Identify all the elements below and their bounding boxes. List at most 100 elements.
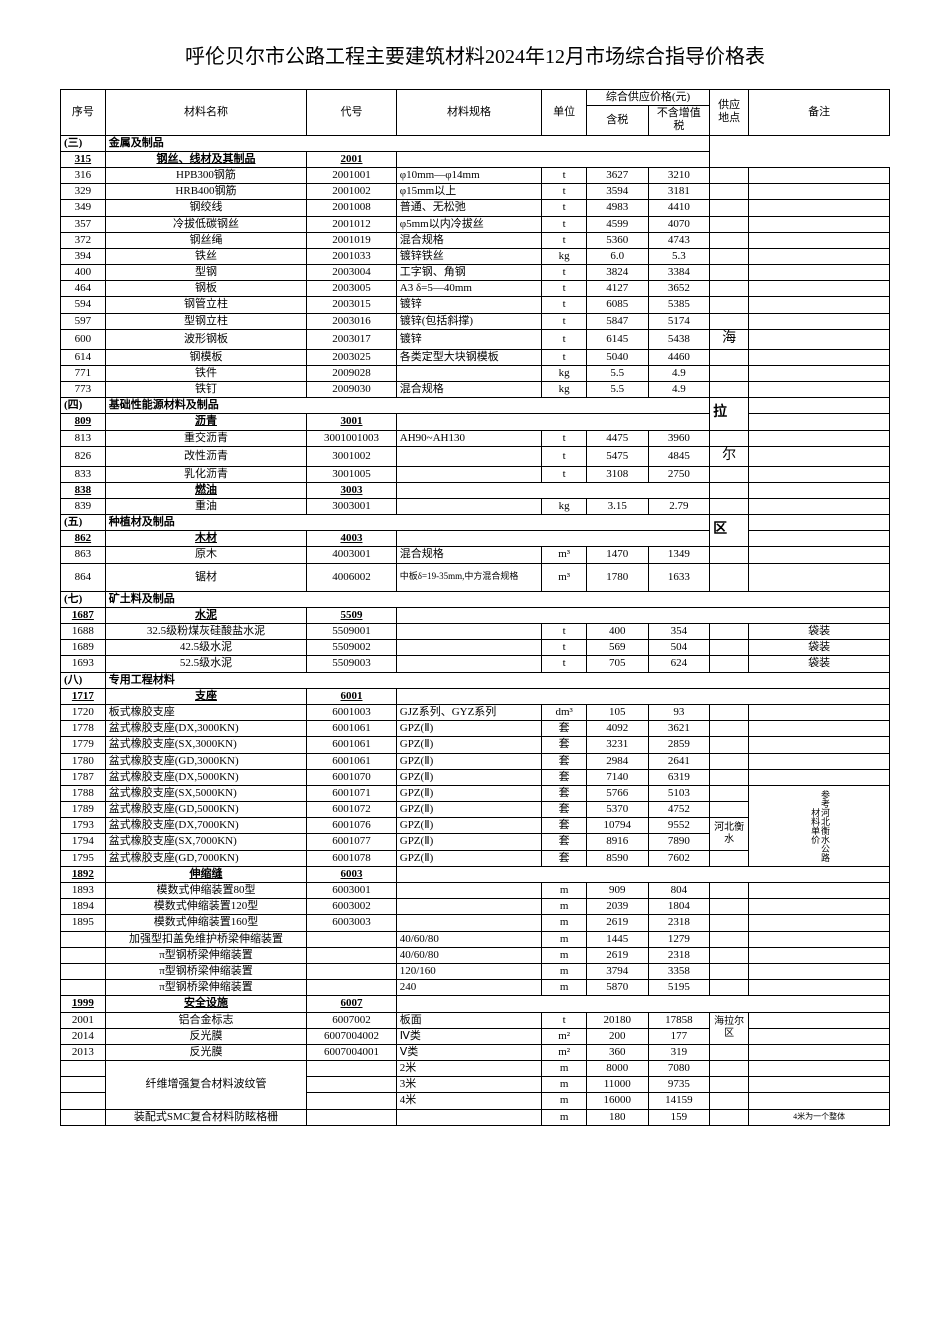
- row-remark: [749, 1093, 890, 1109]
- row-name: 32.5级粉煤灰硅酸盐水泥: [105, 624, 306, 640]
- row-spec: [396, 624, 541, 640]
- row-name: 改性沥青: [105, 446, 306, 466]
- row-unit: kg: [542, 498, 587, 514]
- section-title: 基础性能源材料及制品: [105, 398, 709, 414]
- row-tax: 10794: [587, 818, 649, 834]
- location-empty: [710, 721, 749, 737]
- row-code: 2003004: [307, 265, 397, 281]
- row-code: 6003002: [307, 899, 397, 915]
- row-code: 2009030: [307, 381, 397, 397]
- row-spec: 镀锌: [396, 329, 541, 349]
- data-row: 614钢模板2003025各类定型大块钢模板t50404460: [61, 349, 890, 365]
- row-unit: t: [542, 297, 587, 313]
- row-unit: 套: [542, 769, 587, 785]
- remark-empty: [749, 947, 890, 963]
- row-unit: 套: [542, 818, 587, 834]
- sub-name: 伸缩缝: [105, 866, 306, 882]
- sub-code: 3003: [307, 482, 397, 498]
- row-unit: t: [542, 184, 587, 200]
- row-code: 6001061: [307, 737, 397, 753]
- data-row: 597型钢立柱2003016镀锌(包括斜撑)t58475174: [61, 313, 890, 329]
- row-tax: 3.15: [587, 498, 649, 514]
- remark-empty: [749, 232, 890, 248]
- row-spec: [396, 1109, 541, 1125]
- row-name: 反光膜: [105, 1044, 306, 1060]
- row-seq: 2013: [61, 1044, 106, 1060]
- data-row: 773铁钉2009030混合规格kg5.54.9: [61, 381, 890, 397]
- row-unit: t: [542, 624, 587, 640]
- row-code: 4006002: [307, 563, 397, 591]
- row-seq: [61, 1077, 106, 1093]
- remark-empty: [749, 737, 890, 753]
- row-unit: t: [542, 232, 587, 248]
- row-tax: 5475: [587, 446, 649, 466]
- row-code: 6001076: [307, 818, 397, 834]
- row-tax: 5870: [587, 980, 649, 996]
- row-spec: [396, 365, 541, 381]
- remark-empty: [749, 313, 890, 329]
- row-unit: t: [542, 640, 587, 656]
- data-row: 168942.5级水泥5509002t569504袋装: [61, 640, 890, 656]
- row-tax: 6085: [587, 297, 649, 313]
- row-spec: 混合规格: [396, 547, 541, 563]
- row-code: 6001077: [307, 834, 397, 850]
- row-spec: GPZ(Ⅱ): [396, 721, 541, 737]
- row-notax: 4752: [648, 802, 710, 818]
- header-row-1: 序号 材料名称 代号 材料规格 单位 综合供应价格(元) 供应地点 备注: [61, 90, 890, 106]
- row-name: 型钢: [105, 265, 306, 281]
- row-seq: 1778: [61, 721, 106, 737]
- row-name: HRB400钢筋: [105, 184, 306, 200]
- sub-code: 5509: [307, 607, 397, 623]
- row-notax: 4.9: [648, 381, 710, 397]
- location-empty: [710, 563, 749, 591]
- data-row: 1894模数式伸缩装置120型6003002m20391804: [61, 899, 890, 915]
- row-seq: 349: [61, 200, 106, 216]
- row-seq: 329: [61, 184, 106, 200]
- data-row: 771铁件2009028kg5.54.9: [61, 365, 890, 381]
- row-spec: GPZ(Ⅱ): [396, 834, 541, 850]
- row-seq: 1689: [61, 640, 106, 656]
- row-notax: 7080: [648, 1061, 710, 1077]
- location-la: 拉: [710, 398, 749, 430]
- remark-empty: [749, 200, 890, 216]
- section-header: (四)基础性能源材料及制品拉: [61, 398, 890, 414]
- row-seq: 316: [61, 167, 106, 183]
- header-price-group: 综合供应价格(元): [587, 90, 710, 106]
- remark-empty: [749, 430, 890, 446]
- location-empty: [710, 737, 749, 753]
- row-code: [307, 947, 397, 963]
- row-unit: m²: [542, 1028, 587, 1044]
- row-code: 6001003: [307, 704, 397, 720]
- row-code: 6001078: [307, 850, 397, 866]
- row-notax: 2750: [648, 466, 710, 482]
- remark-empty: [749, 721, 890, 737]
- location-empty: [710, 184, 749, 200]
- row-spec: GPZ(Ⅱ): [396, 753, 541, 769]
- row-code: 2001001: [307, 167, 397, 183]
- row-name: π型钢桥梁伸缩装置: [105, 963, 306, 979]
- row-spec: 镀锌铁丝: [396, 248, 541, 264]
- row-code: [307, 1109, 397, 1125]
- row-seq: 2001: [61, 1012, 106, 1028]
- empty: [396, 531, 709, 547]
- row-name: 52.5级水泥: [105, 656, 306, 672]
- row-notax: 9735: [648, 1077, 710, 1093]
- row-code: 5509002: [307, 640, 397, 656]
- row-spec: GPZ(Ⅱ): [396, 802, 541, 818]
- row-seq: 394: [61, 248, 106, 264]
- row-code: 3001001003: [307, 430, 397, 446]
- row-spec: 40/60/80: [396, 931, 541, 947]
- data-row: 装配式SMC复合材料防眩格栅m1801594米为一个整体: [61, 1109, 890, 1125]
- row-unit: t: [542, 313, 587, 329]
- row-spec: 40/60/80: [396, 947, 541, 963]
- row-remark: [749, 1077, 890, 1093]
- row-code: 2001008: [307, 200, 397, 216]
- row-name: 钢绞线: [105, 200, 306, 216]
- row-tax: 5360: [587, 232, 649, 248]
- row-tax: 3108: [587, 466, 649, 482]
- row-tax: 4599: [587, 216, 649, 232]
- row-spec: [396, 883, 541, 899]
- data-row: 加强型扣盖免维护桥梁伸缩装置40/60/80m14451279: [61, 931, 890, 947]
- location-haila: 海拉尔区: [710, 1012, 749, 1044]
- row-spec: [396, 446, 541, 466]
